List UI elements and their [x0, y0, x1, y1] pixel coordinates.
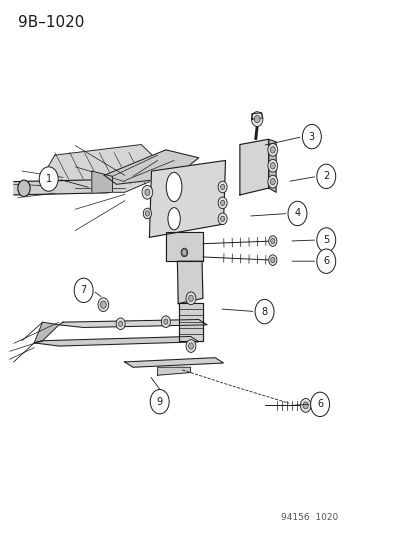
Polygon shape — [149, 160, 225, 237]
Circle shape — [39, 167, 58, 191]
Polygon shape — [43, 144, 157, 192]
Polygon shape — [251, 113, 262, 119]
Circle shape — [164, 319, 168, 324]
Ellipse shape — [168, 208, 180, 230]
Text: 4: 4 — [294, 208, 300, 219]
Circle shape — [310, 392, 329, 417]
Circle shape — [185, 340, 195, 352]
Circle shape — [268, 236, 276, 246]
Circle shape — [287, 201, 306, 225]
Text: 94156  1020: 94156 1020 — [280, 513, 337, 522]
Circle shape — [267, 143, 277, 156]
Circle shape — [118, 321, 122, 326]
Polygon shape — [166, 232, 202, 261]
Circle shape — [254, 115, 259, 123]
Circle shape — [181, 249, 186, 256]
Polygon shape — [268, 139, 275, 192]
Circle shape — [220, 184, 224, 190]
Circle shape — [220, 200, 224, 206]
Circle shape — [267, 175, 277, 188]
Polygon shape — [104, 150, 198, 184]
Text: 1: 1 — [45, 174, 52, 184]
Circle shape — [270, 238, 274, 244]
Circle shape — [299, 399, 310, 413]
Text: 9B–1020: 9B–1020 — [18, 14, 84, 30]
Ellipse shape — [18, 180, 30, 197]
Circle shape — [251, 112, 262, 126]
Text: 5: 5 — [323, 235, 329, 245]
Circle shape — [270, 163, 275, 169]
Circle shape — [100, 301, 106, 309]
Circle shape — [270, 179, 275, 185]
Text: 6: 6 — [323, 256, 328, 266]
Circle shape — [220, 216, 224, 221]
Text: 7: 7 — [80, 285, 87, 295]
Circle shape — [218, 181, 227, 193]
Text: 2: 2 — [323, 172, 329, 181]
Circle shape — [267, 159, 277, 172]
Circle shape — [301, 124, 320, 149]
Circle shape — [302, 402, 308, 409]
Circle shape — [268, 255, 276, 265]
Circle shape — [218, 197, 227, 209]
Circle shape — [270, 147, 275, 153]
Text: 3: 3 — [308, 132, 314, 142]
Polygon shape — [14, 179, 108, 195]
Text: 6: 6 — [316, 399, 323, 409]
Circle shape — [74, 278, 93, 303]
Polygon shape — [239, 139, 268, 195]
Polygon shape — [59, 319, 206, 327]
Circle shape — [270, 257, 274, 263]
Polygon shape — [157, 367, 190, 375]
Polygon shape — [34, 336, 198, 346]
Circle shape — [218, 213, 227, 224]
Circle shape — [185, 292, 195, 305]
Polygon shape — [177, 261, 202, 304]
Ellipse shape — [166, 172, 181, 201]
Circle shape — [145, 189, 150, 196]
Circle shape — [161, 316, 170, 327]
Circle shape — [188, 343, 193, 349]
Circle shape — [316, 228, 335, 252]
Circle shape — [116, 318, 125, 329]
Circle shape — [316, 249, 335, 273]
Polygon shape — [124, 358, 223, 367]
Polygon shape — [34, 322, 59, 343]
Polygon shape — [178, 303, 202, 341]
Circle shape — [142, 185, 152, 199]
Circle shape — [145, 211, 149, 216]
Circle shape — [254, 300, 273, 324]
Circle shape — [98, 298, 109, 312]
Circle shape — [316, 164, 335, 189]
Circle shape — [188, 295, 193, 302]
Circle shape — [143, 208, 151, 219]
Circle shape — [150, 390, 169, 414]
Polygon shape — [92, 171, 112, 193]
Text: 9: 9 — [156, 397, 162, 407]
Circle shape — [180, 248, 187, 257]
Text: 8: 8 — [261, 306, 267, 317]
